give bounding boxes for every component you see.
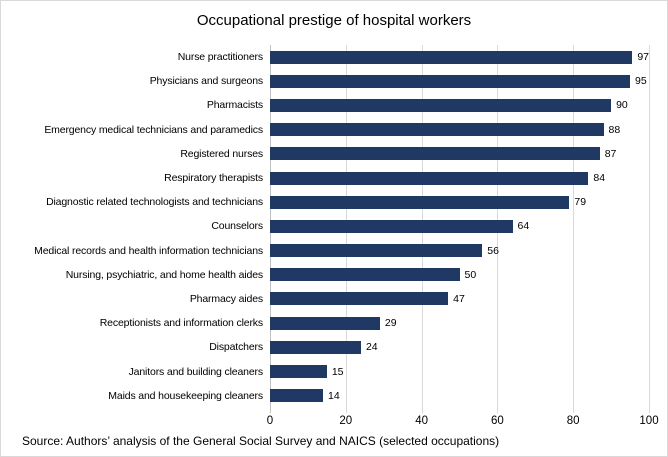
value-label: 84 [593, 172, 606, 185]
value-axis: 0 20 40 60 80 100 [266, 415, 659, 430]
bar [270, 195, 570, 209]
value-label: 24 [365, 341, 378, 354]
value-label: 79 [574, 196, 587, 209]
category-label: Maids and housekeeping cleaners [108, 389, 263, 402]
bar [270, 74, 631, 88]
category-label: Respiratory therapists [164, 172, 263, 185]
bar-row: 88 [270, 118, 649, 142]
bar-row: 56 [270, 239, 649, 263]
bar-series: 97 95 90 88 87 84 79 64 56 50 47 29 24 15 14 [270, 45, 649, 408]
category-label: Dispatchers [209, 341, 263, 354]
value-axis-tick-label: 0 [266, 415, 274, 427]
bar [270, 292, 449, 306]
category-label: Nursing, psychiatric, and home health ai… [65, 268, 263, 281]
value-axis-tick-label: 20 [339, 415, 353, 427]
bar [270, 219, 513, 233]
bar-row: 64 [270, 214, 649, 238]
source-note: Source: Authors’ analysis of the General… [22, 434, 500, 448]
bar [270, 340, 361, 354]
category-label: Receptionists and information clerks [99, 317, 263, 330]
bar-row: 84 [270, 166, 649, 190]
bar-row: 90 [270, 93, 649, 117]
value-label: 64 [517, 220, 530, 233]
bar [270, 98, 612, 112]
category-label: Pharmacy aides [189, 292, 263, 305]
value-label: 87 [604, 147, 617, 160]
value-axis-tick-label: 60 [490, 415, 504, 427]
bar [270, 171, 589, 185]
category-label: Nurse practitioners [177, 51, 263, 64]
gridline [573, 45, 575, 413]
bar [270, 123, 604, 137]
value-label: 47 [453, 292, 465, 305]
plot-area: 97 95 90 88 87 84 79 64 56 50 47 29 24 15 14 [270, 45, 650, 413]
value-label: 97 [637, 51, 649, 64]
value-label: 50 [464, 268, 477, 281]
bar-row: 95 [270, 69, 649, 93]
category-label: Physicians and surgeons [149, 75, 263, 88]
category-label: Medical records and health information t… [34, 244, 263, 257]
category-label: Diagnostic related technologists and tec… [46, 196, 263, 209]
bar-row: 87 [270, 142, 649, 166]
bar-row: 24 [270, 335, 649, 359]
value-label: 90 [616, 99, 628, 112]
bar [270, 147, 600, 161]
value-axis-tick-label: 80 [566, 415, 580, 427]
bar [270, 244, 483, 258]
category-label: Registered nurses [180, 147, 263, 160]
bar-row: 14 [270, 384, 649, 408]
value-label: 15 [331, 365, 344, 378]
value-label: 95 [635, 75, 647, 88]
bar [270, 365, 327, 379]
bar [270, 316, 380, 330]
category-axis-labels: Nurse practitioners Physicians and surgeo… [3, 45, 263, 413]
bar-row: 97 [270, 45, 649, 69]
chart-body: Nurse practitioners Physicians and surgeo… [3, 45, 650, 413]
value-label: 56 [487, 244, 499, 257]
bar-row: 29 [270, 311, 649, 335]
bar-row: 50 [270, 263, 649, 287]
bar [270, 50, 633, 64]
category-label: Pharmacists [206, 99, 263, 112]
gridline [649, 45, 650, 413]
value-label: 88 [608, 123, 621, 136]
value-axis-tick-label: 100 [639, 415, 659, 427]
bar-row: 79 [270, 190, 649, 214]
bar-row: 15 [270, 359, 649, 383]
chart-title: Occupational prestige of hospital worker… [196, 12, 472, 29]
bar-row: 47 [270, 287, 649, 311]
value-label: 14 [328, 389, 340, 402]
value-label: 29 [384, 317, 397, 330]
category-label: Counselors [211, 220, 263, 233]
value-axis-tick-label: 40 [415, 415, 428, 427]
bar [270, 268, 460, 282]
category-label: Emergency medical technicians and parame… [44, 123, 263, 136]
bar [270, 389, 324, 403]
category-label: Janitors and building cleaners [128, 365, 264, 378]
